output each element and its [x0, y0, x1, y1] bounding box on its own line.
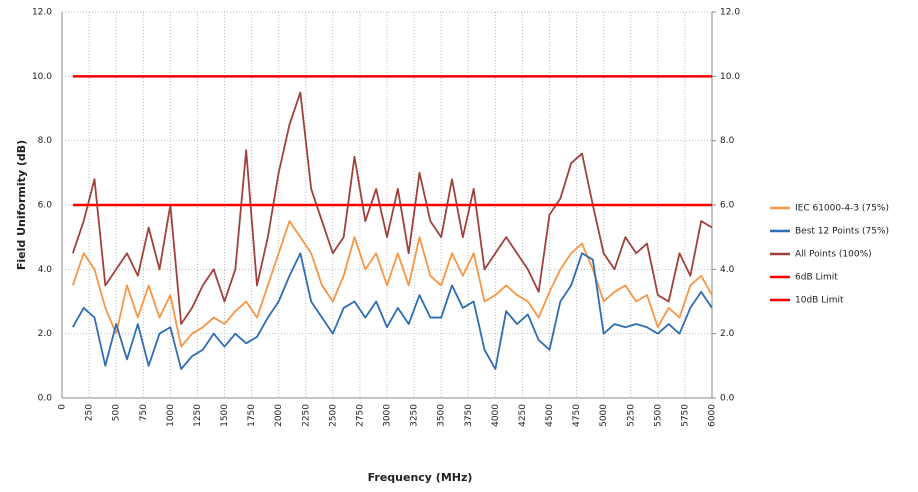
- y2-tick-label: 8.0: [720, 136, 735, 146]
- x-tick-label: 750: [139, 404, 149, 421]
- y2-tick-label: 4.0: [720, 265, 735, 275]
- legend-label: IEC 61000-4-3 (75%): [795, 204, 889, 214]
- x-tick-label: 3000: [383, 404, 393, 427]
- x-tick-label: 4250: [518, 404, 528, 427]
- x-tick-label: 5500: [653, 404, 663, 427]
- y2-tick-label: 10.0: [720, 72, 740, 82]
- series-line: [71, 91, 713, 325]
- x-tick-label: 3500: [437, 404, 447, 427]
- y-tick-label: 12.0: [32, 8, 52, 18]
- y2-tick-label: 12.0: [720, 8, 740, 18]
- y2-tick-label: 2.0: [720, 329, 735, 339]
- y-tick-label: 10.0: [32, 72, 52, 82]
- y-axis-title: Field Uniformity (dB): [15, 140, 28, 270]
- x-tick-label: 2000: [274, 404, 284, 427]
- x-tick-label: 5750: [680, 404, 690, 427]
- x-tick-label: 2750: [355, 404, 365, 427]
- y2-tick-label: 6.0: [720, 201, 735, 211]
- x-tick-label: 4000: [491, 404, 501, 427]
- legend-label: Best 12 Points (75%): [795, 227, 889, 237]
- y-tick-label: 0.0: [38, 394, 53, 404]
- y-tick-label: 2.0: [38, 329, 53, 339]
- x-tick-label: 5250: [626, 404, 636, 427]
- x-tick-label: 2500: [328, 404, 338, 427]
- legend-label: 10dB Limit: [795, 296, 844, 306]
- x-tick-label: 2250: [301, 404, 311, 427]
- x-tick-label: 500: [112, 404, 122, 421]
- x-tick-label: 1750: [247, 404, 257, 427]
- x-tick-label: 1500: [220, 404, 230, 427]
- x-tick-label: 1250: [193, 404, 203, 427]
- x-tick-label: 0: [58, 404, 68, 410]
- x-tick-label: 250: [85, 404, 95, 421]
- series-line: [72, 252, 713, 370]
- x-tick-label: 3250: [410, 404, 420, 427]
- x-axis-title: Frequency (MHz): [368, 471, 473, 484]
- y-tick-label: 4.0: [38, 265, 53, 275]
- y-tick-label: 8.0: [38, 136, 53, 146]
- series-line: [71, 220, 713, 348]
- x-tick-label: 4500: [545, 404, 555, 427]
- legend-label: All Points (100%): [795, 250, 872, 260]
- y2-tick-label: 0.0: [720, 394, 735, 404]
- x-tick-label: 6000: [708, 404, 718, 427]
- legend-label: 6dB Limit: [795, 273, 838, 283]
- x-tick-label: 1000: [166, 404, 176, 427]
- y-tick-label: 6.0: [38, 201, 53, 211]
- x-tick-label: 3750: [464, 404, 474, 427]
- x-tick-label: 4750: [572, 404, 582, 427]
- x-tick-label: 5000: [599, 404, 609, 427]
